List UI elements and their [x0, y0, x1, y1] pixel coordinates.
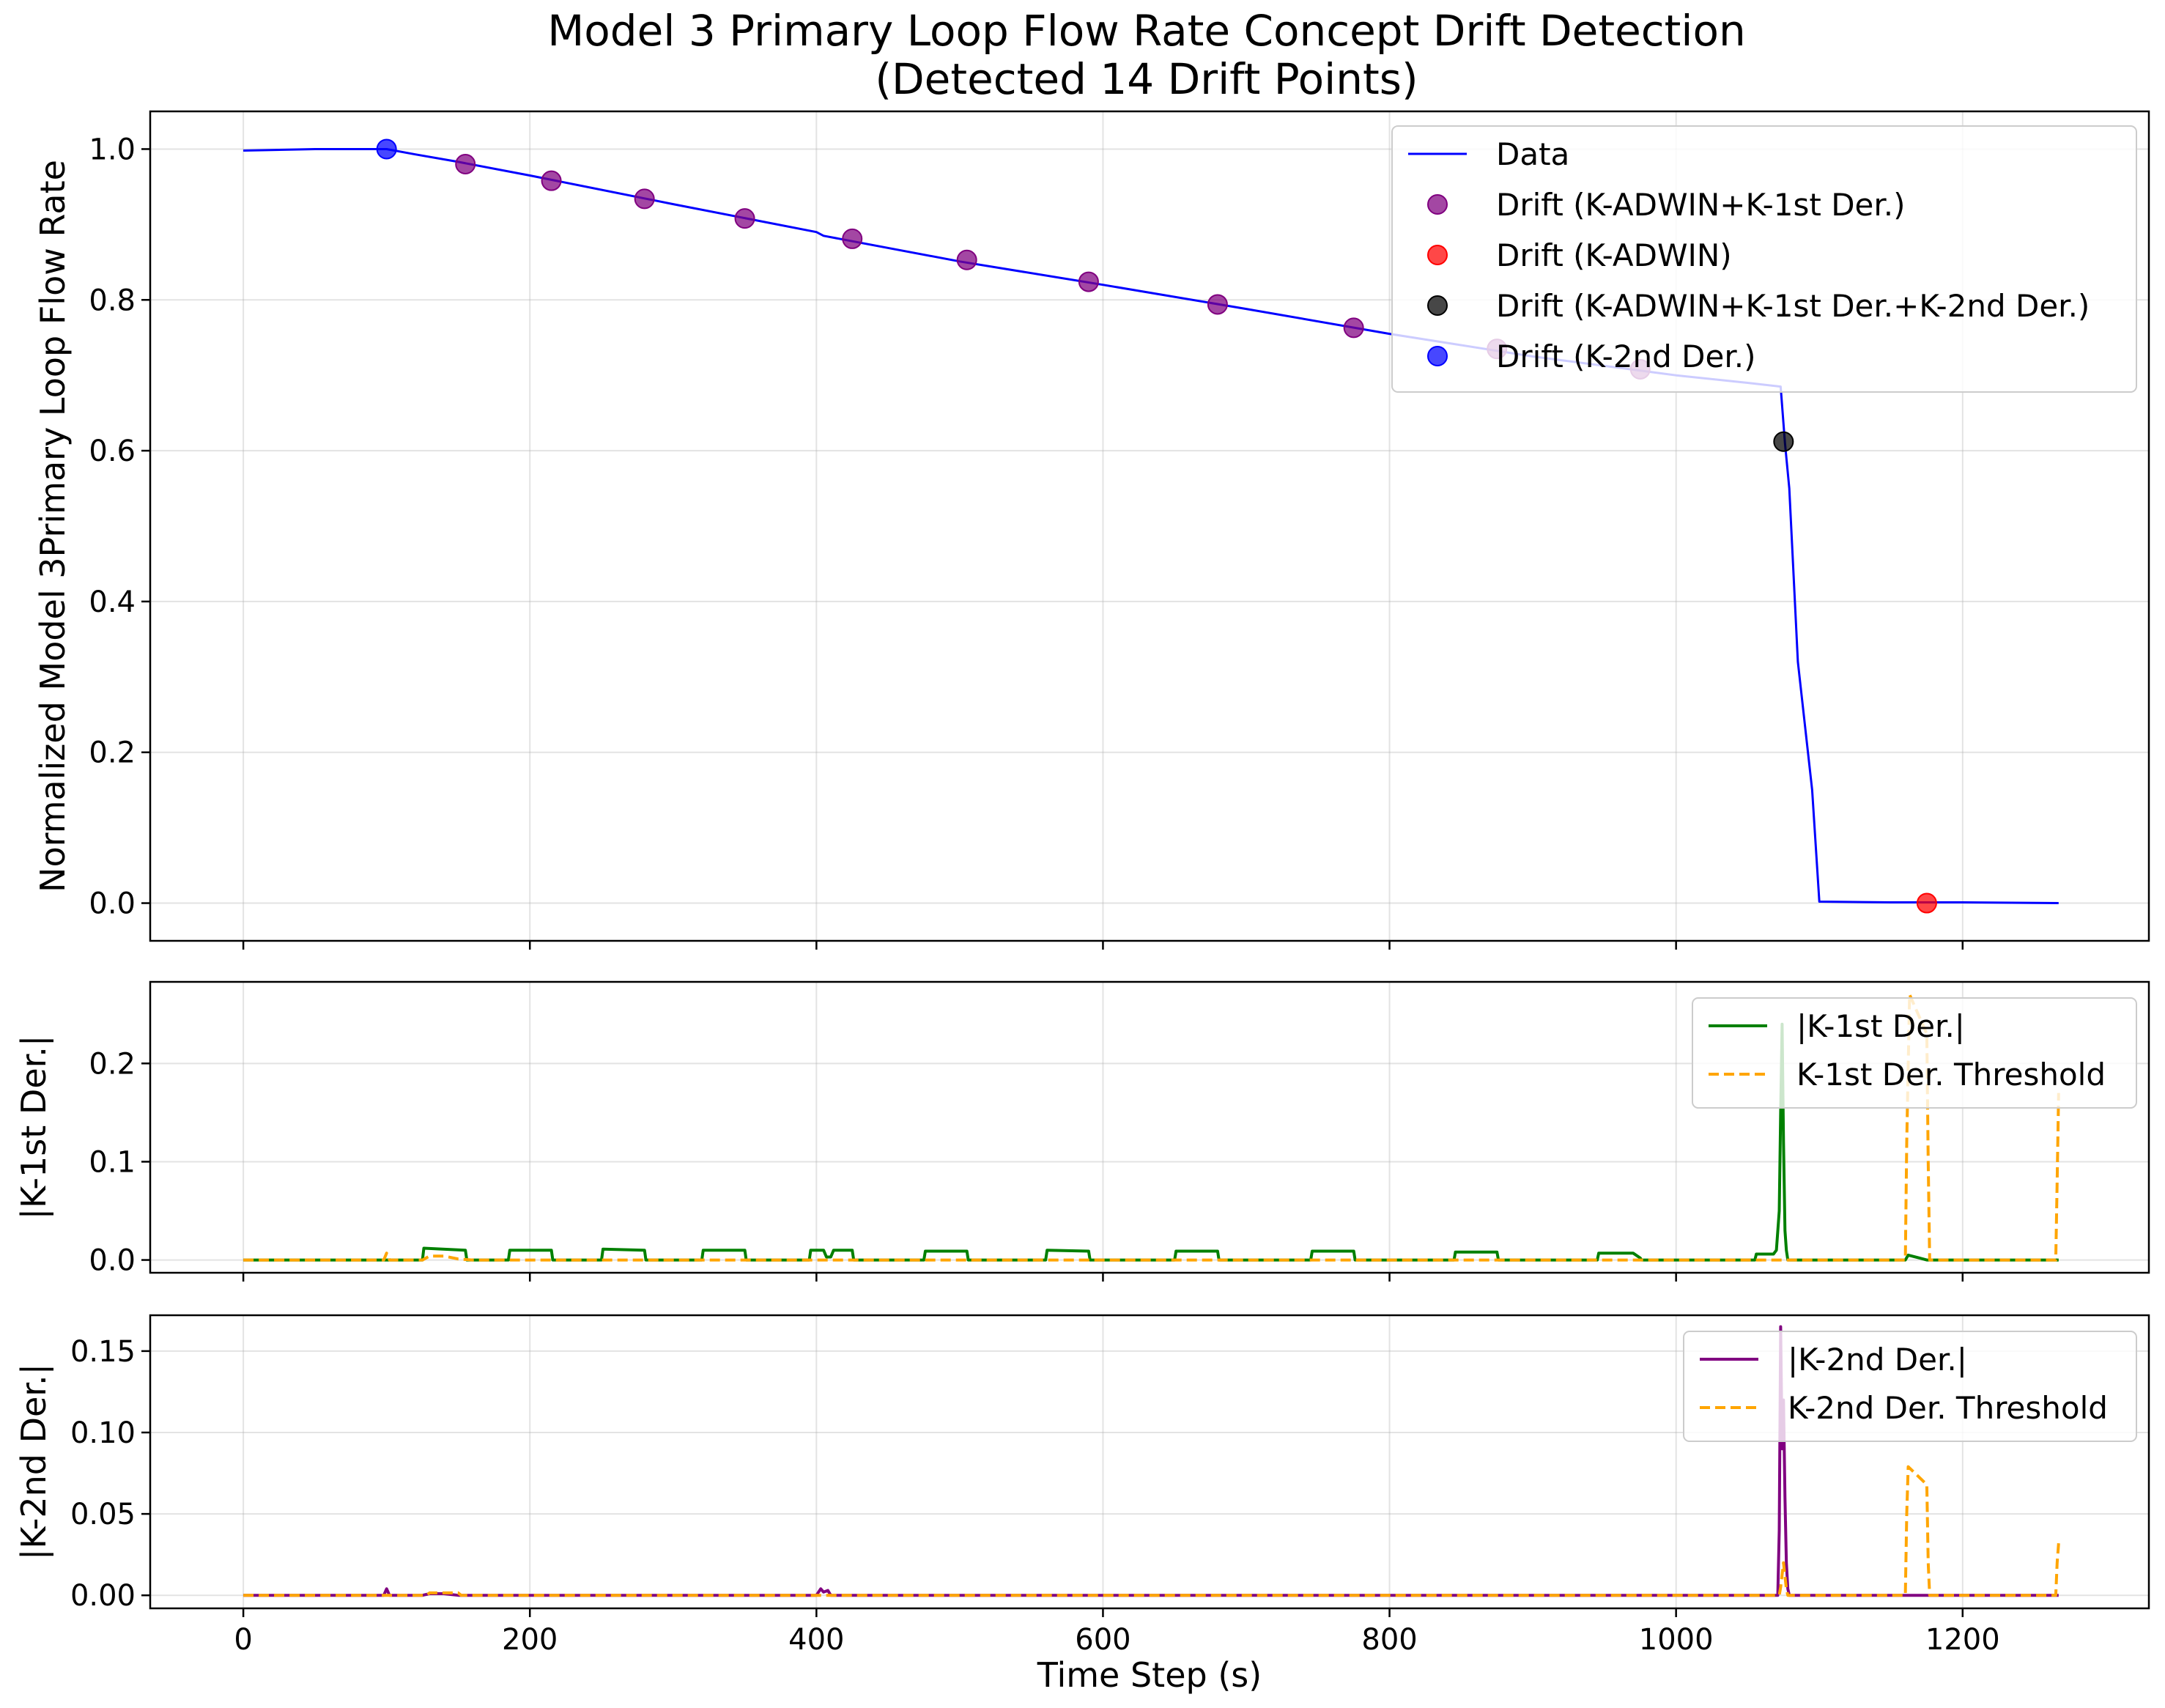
legend-label: Drift (K-ADWIN)	[1496, 237, 1732, 273]
y-tick-label: 0.1	[89, 1145, 136, 1179]
drift-point	[1343, 317, 1364, 339]
drift-point	[541, 170, 562, 191]
x-tick-label: 800	[1361, 1623, 1417, 1657]
title-line-1: Model 3 Primary Loop Flow Rate Concept D…	[547, 6, 1746, 56]
drift-point	[842, 228, 863, 249]
y-tick-label: 0.05	[70, 1498, 136, 1531]
y-tick-label: 0.6	[89, 435, 136, 468]
y-tick-label: 0.2	[89, 736, 136, 770]
legend-box	[1683, 1331, 2137, 1442]
y-tick-label: 0.8	[89, 284, 136, 317]
legend-label: K-1st Der. Threshold	[1796, 1057, 2106, 1093]
legend-label: Drift (K-ADWIN+K-1st Der.)	[1496, 187, 1906, 223]
panel-flow-rate: 0.0 0.2 0.4 0.6 0.8 1.0 Normalized Model 3Prim…	[33, 110, 2150, 950]
legend-swatch	[1427, 346, 1448, 366]
y-axis-label: |K-2nd Der.|	[14, 1364, 54, 1560]
x-tick-label: 0	[234, 1623, 252, 1657]
plot-area	[243, 1325, 2060, 1597]
legend-label: Data	[1496, 136, 1569, 172]
y-tick-label: 0.4	[89, 585, 136, 619]
legend-swatch	[1427, 295, 1448, 316]
drift-point	[956, 249, 977, 270]
legend-item-k-2nd-der: |K-2nd Der.|	[1700, 1342, 1967, 1378]
x-axis-label: Time Step (s)	[1037, 1655, 1262, 1695]
legend-item-k-1st-der: |K-1st Der.|	[1709, 1008, 1965, 1044]
series-k-1st-der-threshold	[243, 993, 2060, 1262]
axes-frame	[149, 1314, 2150, 1610]
legend-swatch	[1427, 245, 1448, 265]
panel-k-1st-derivative: 0.0 0.1 0.2 |K-1st Der.| |K-1st Der.| K-1st D…	[14, 980, 2150, 1282]
legend-item-k-2nd-der-threshold: K-2nd Der. Threshold	[1700, 1390, 2108, 1426]
x-tick-label: 1000	[1639, 1623, 1714, 1657]
title-line-2: (Detected 14 Drift Points)	[875, 54, 1418, 104]
axes-frame	[149, 980, 2150, 1274]
y-tick-label: 0.0	[89, 1244, 136, 1278]
y-axis-label: |K-1st Der.|	[14, 1035, 54, 1220]
chart-title: Model 3 Primary Loop Flow Rate Concept D…	[547, 6, 1746, 104]
x-tick-label: 200	[502, 1623, 558, 1657]
series-k-2nd-der	[243, 1325, 2059, 1597]
y-tick-label: 1.0	[89, 133, 136, 166]
legend-label: K-2nd Der. Threshold	[1788, 1390, 2108, 1426]
drift-point	[1773, 431, 1794, 452]
legend: |K-2nd Der.| K-2nd Der. Threshold	[1683, 1331, 2137, 1442]
drift-point	[1916, 892, 1937, 914]
legend-item-drift-k-adwin: Drift (K-ADWIN)	[1427, 237, 1732, 273]
y-axis-label: Normalized Model 3Primary Loop Flow Rate	[33, 160, 73, 892]
y-tick-label: 0.15	[70, 1335, 136, 1369]
drift-point	[634, 188, 655, 210]
legend-item-drift-k-adwin-k-1st-der-k-2nd-der: Drift (K-ADWIN+K-1st Der.+K-2nd Der.)	[1427, 288, 2090, 324]
panel-k-2nd-derivative: 0 200 400 600 800 1000 1200 0.00 0.05 0.10 0.15 |K-…	[14, 1314, 2150, 1657]
legend-swatch	[1427, 194, 1448, 215]
legend-box	[1391, 125, 2137, 393]
x-tick-label: 1200	[1925, 1623, 2000, 1657]
drift-point	[376, 138, 397, 160]
y-tick-label: 0.2	[89, 1047, 136, 1081]
legend-item-data: Data	[1408, 136, 1569, 172]
series-k-2nd-der-threshold	[243, 1465, 2060, 1597]
plot-area	[243, 993, 2060, 1262]
drift-point	[1207, 294, 1228, 315]
legend-item-drift-k-adwin-k-1st-der: Drift (K-ADWIN+K-1st Der.)	[1427, 187, 1906, 223]
legend-item-k-1st-der-threshold: K-1st Der. Threshold	[1709, 1057, 2106, 1093]
legend: |K-1st Der.| K-1st Der. Threshold	[1692, 997, 2137, 1109]
legend-box	[1692, 997, 2137, 1109]
axes-frame	[149, 110, 2150, 942]
legend-label: |K-2nd Der.|	[1788, 1342, 1967, 1378]
legend-item-drift-k-2nd-der: Drift (K-2nd Der.)	[1427, 339, 1756, 374]
y-tick-label: 0.00	[70, 1579, 136, 1613]
legend-label: Drift (K-ADWIN+K-1st Der.+K-2nd Der.)	[1496, 288, 2090, 324]
legend: Data Drift (K-ADWIN+K-1st Der.) Drift (K-A…	[1391, 125, 2137, 393]
legend-label: |K-1st Der.|	[1796, 1008, 1965, 1044]
drift-point	[734, 208, 755, 229]
x-tick-label: 600	[1075, 1623, 1130, 1657]
legend-label: Drift (K-2nd Der.)	[1496, 339, 1756, 374]
x-tick-label: 400	[788, 1623, 844, 1657]
y-tick-label: 0.0	[89, 887, 136, 921]
y-tick-label: 0.10	[70, 1416, 136, 1450]
drift-point	[1078, 271, 1099, 292]
drift-point	[455, 154, 476, 175]
